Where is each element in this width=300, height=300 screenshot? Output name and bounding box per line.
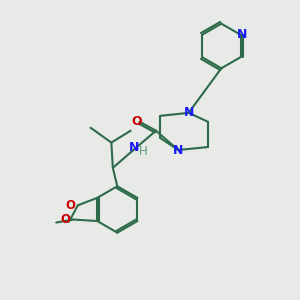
- Text: N: N: [129, 141, 140, 154]
- Text: N: N: [237, 28, 247, 41]
- Text: O: O: [65, 199, 75, 212]
- Text: O: O: [60, 213, 70, 226]
- Text: N: N: [173, 143, 183, 157]
- Text: O: O: [131, 115, 142, 128]
- Text: H: H: [139, 145, 148, 158]
- Text: N: N: [184, 106, 194, 119]
